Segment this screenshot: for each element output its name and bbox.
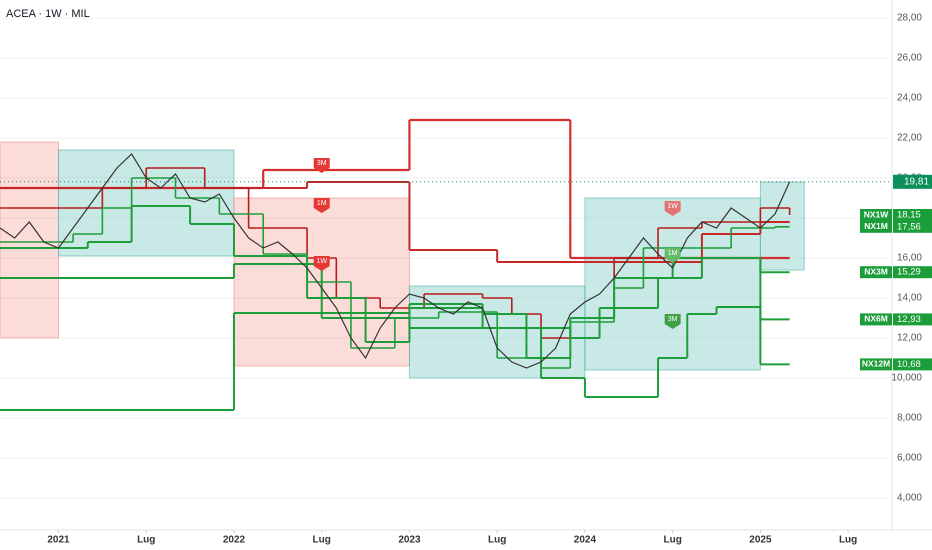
- series-name-box: [860, 358, 892, 371]
- flag-label: 3M: [317, 160, 327, 167]
- flag: [664, 314, 681, 329]
- price-label: 19,81: [904, 176, 929, 187]
- zone: [0, 141, 59, 339]
- flag: [313, 158, 330, 173]
- y-tick-label: 28,00: [897, 13, 922, 24]
- y-tick-label: 26,00: [897, 53, 922, 64]
- series-name-box: [860, 266, 892, 279]
- series-name: NX6M: [864, 314, 888, 324]
- price-line: [0, 153, 791, 369]
- series-name: NX1W: [864, 209, 890, 219]
- x-tick-label: 2025: [749, 535, 772, 546]
- series-name-box: [860, 220, 892, 233]
- x-tick-label: 2022: [223, 535, 246, 546]
- y-tick-label: 6,000: [897, 453, 922, 464]
- y-tick-label: 14,00: [897, 293, 922, 304]
- chart-title: ACEA · 1W · MIL: [6, 8, 90, 20]
- x-tick-label: Lug: [488, 535, 506, 546]
- x-tick-label: Lug: [313, 535, 331, 546]
- series-value: 12,93: [897, 314, 921, 325]
- y-tick-label: 4,000: [897, 493, 922, 504]
- series-value: 18,15: [897, 210, 921, 221]
- series-name: NX12M: [862, 359, 890, 369]
- series-value-box: [893, 209, 932, 221]
- y-tick-label: 10,000: [891, 373, 922, 384]
- x-tick-label: Lug: [663, 535, 681, 546]
- series-name-box: [860, 313, 892, 326]
- series-value-box: [893, 313, 932, 326]
- zone: [584, 197, 761, 371]
- x-tick-label: 2023: [398, 535, 421, 546]
- y-tick-label: 24,00: [897, 93, 922, 104]
- x-tick-label: 2021: [47, 535, 70, 546]
- flag: [664, 248, 681, 263]
- series-name: NX1M: [864, 221, 888, 231]
- y-tick-label: 16,00: [897, 253, 922, 264]
- series-value: 17,56: [897, 221, 921, 232]
- y-tick-label: 8,000: [897, 413, 922, 424]
- flag-label: 1W: [667, 203, 678, 210]
- price-label-box: [893, 174, 932, 189]
- flag-label: 1M: [668, 250, 678, 257]
- flag-label: 3M: [668, 316, 678, 323]
- series-value: 15,29: [897, 267, 921, 278]
- flag: [664, 201, 681, 216]
- y-tick-label: 22,00: [897, 133, 922, 144]
- series-value: 10,68: [897, 359, 921, 370]
- y-tick-label: 12,00: [897, 333, 922, 344]
- series-name: NX3M: [864, 266, 888, 276]
- flag: [313, 256, 330, 271]
- x-tick-label: Lug: [839, 535, 857, 546]
- x-tick-label: 2024: [574, 535, 597, 546]
- series-name-box: [860, 209, 892, 221]
- x-tick-label: Lug: [137, 535, 155, 546]
- flag-label: 1W: [316, 258, 327, 265]
- series-value-box: [893, 220, 932, 233]
- series-value-box: [893, 266, 932, 279]
- series-value-box: [893, 358, 932, 371]
- flag: [313, 198, 330, 213]
- flag-label: 1M: [317, 200, 327, 207]
- zone: [57, 149, 235, 257]
